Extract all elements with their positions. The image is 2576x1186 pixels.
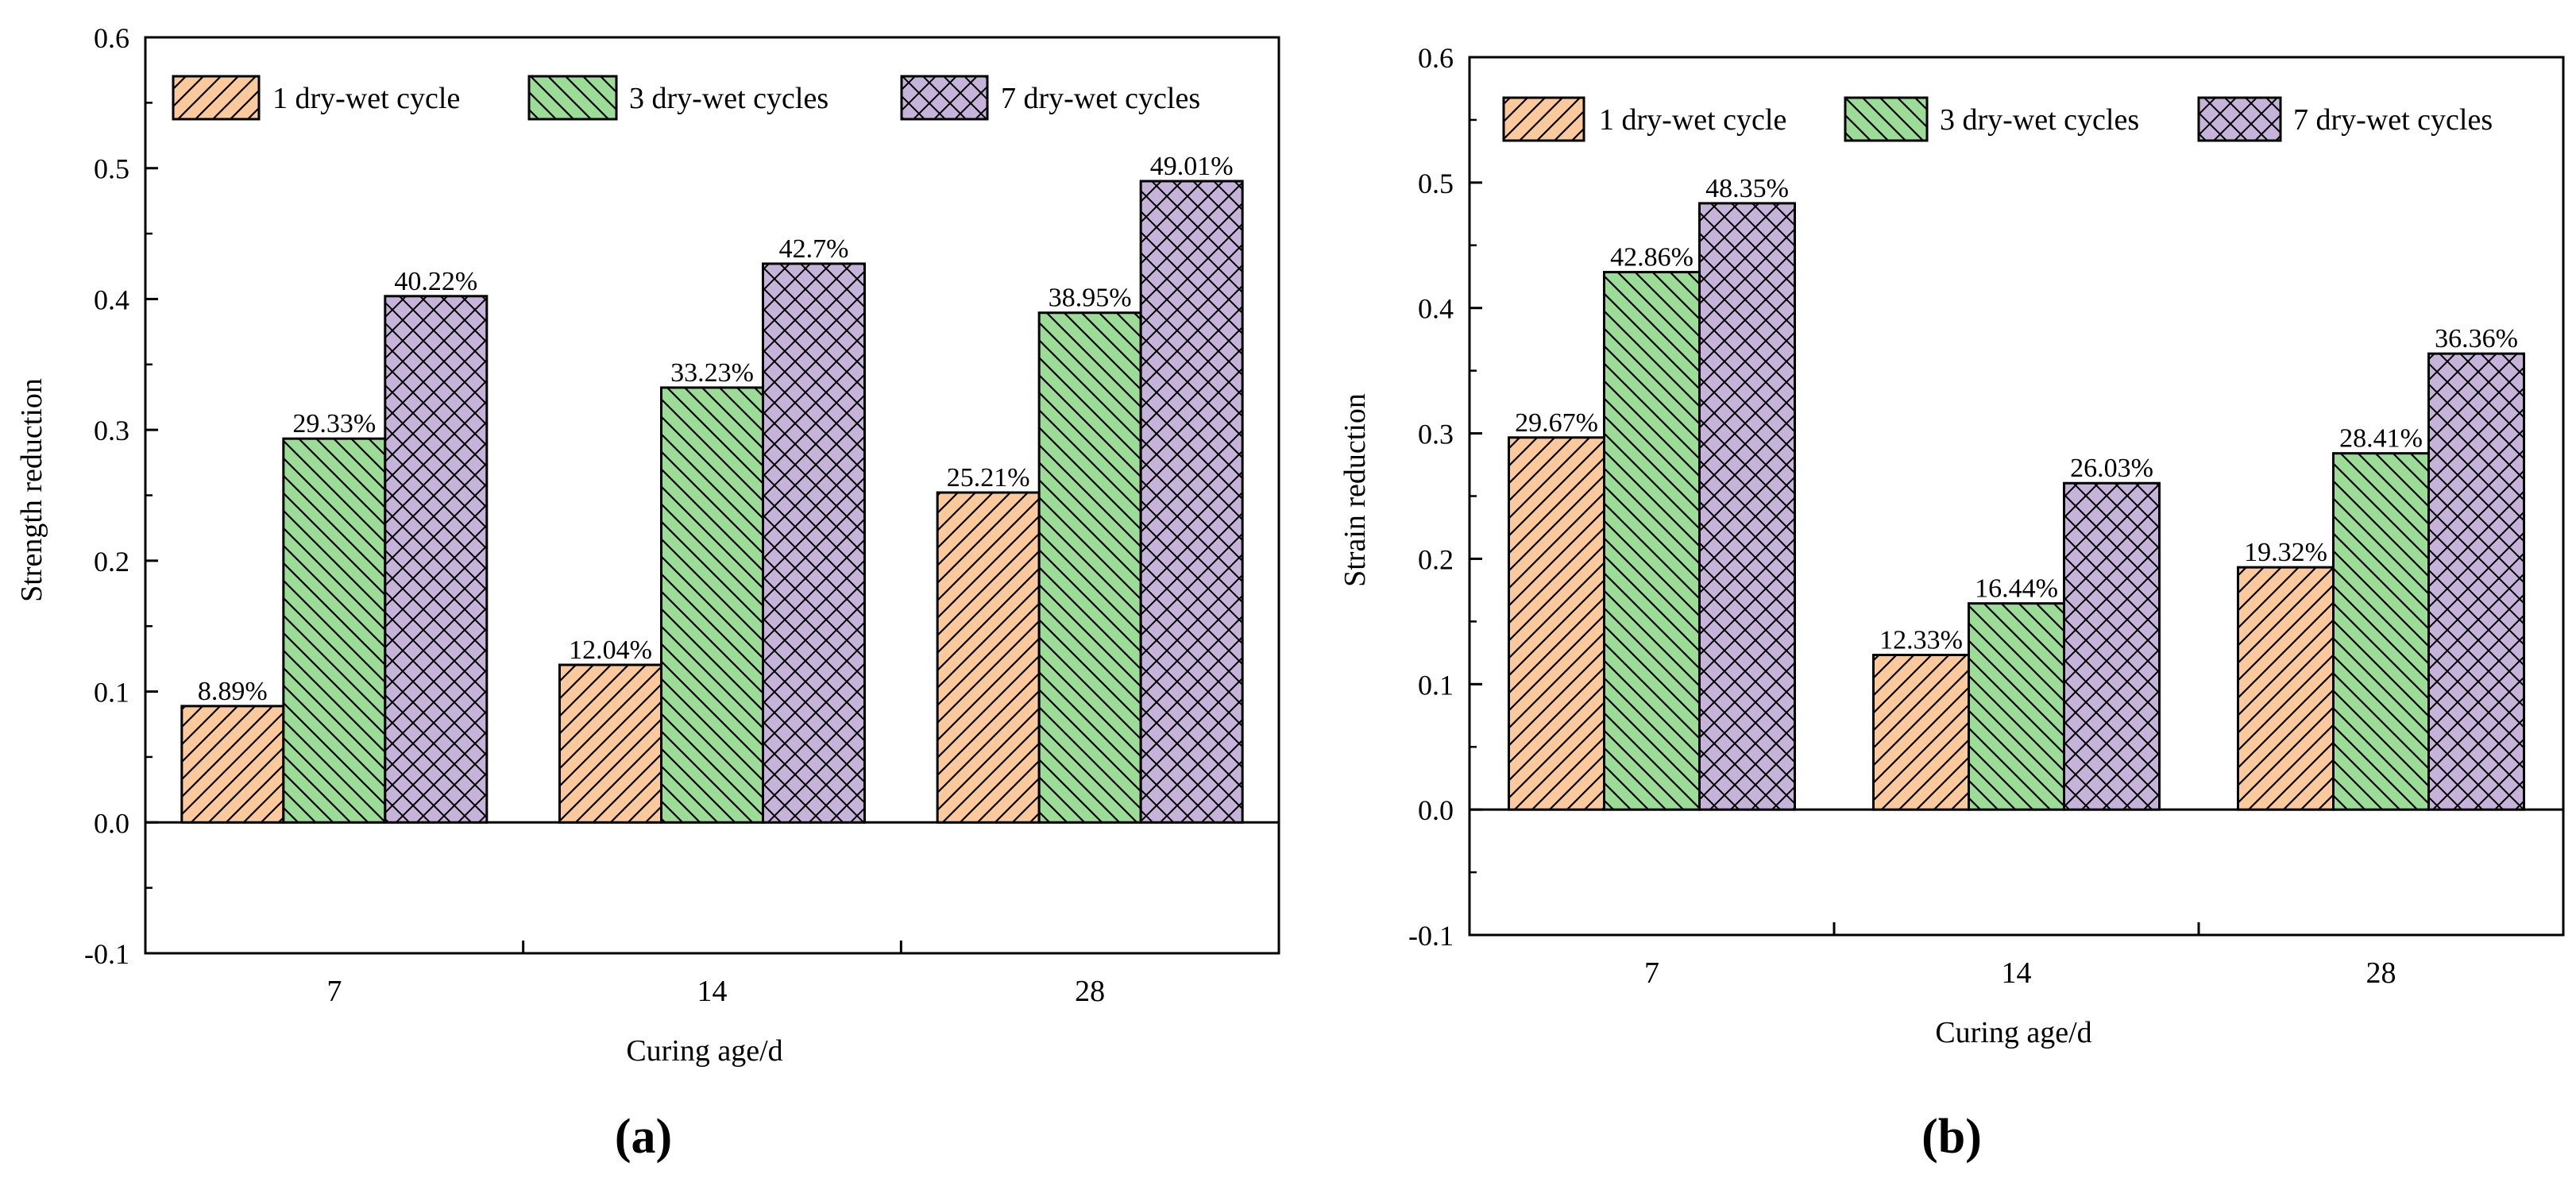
bar-value-label: 40.22% [394, 267, 477, 296]
x-tick-label: 7 [1644, 956, 1659, 990]
bar [1508, 436, 1605, 811]
bar [1037, 311, 1142, 824]
bar-value-label: 38.95% [1049, 284, 1132, 313]
x-tick-label: 7 [326, 975, 342, 1008]
panel-a-ylabel: Strength reduction [15, 378, 48, 602]
bar-value-label: 29.67% [1515, 408, 1598, 438]
legend-swatch [527, 75, 618, 121]
bar-value-label: 8.89% [198, 677, 268, 706]
y-tick-label: 0.1 [1418, 669, 1454, 701]
y-tick-label: 0.6 [1418, 42, 1454, 74]
panel-b-label: (b) [1921, 1110, 1982, 1164]
bar-value-label: 42.86% [1610, 243, 1694, 272]
y-tick-label: 0.5 [94, 153, 129, 185]
legend-label: 1 dry-wet cycle [1599, 103, 1786, 137]
y-tick-label: 0.4 [94, 284, 129, 315]
legend-label: 3 dry-wet cycles [1940, 103, 2139, 137]
bar-value-label: 25.21% [947, 463, 1030, 493]
x-tick-label: 28 [2366, 956, 2396, 990]
bar [1698, 202, 1796, 811]
y-tick-label: 0.0 [1418, 794, 1454, 826]
bar-value-label: 19.32% [2244, 538, 2327, 567]
legend-label: 1 dry-wet cycle [272, 82, 460, 115]
bar [282, 437, 387, 824]
y-tick-label: 0.2 [94, 546, 129, 578]
y-tick-label: 0.2 [1418, 543, 1454, 575]
bar [2063, 481, 2161, 811]
bar [1139, 180, 1244, 824]
panel-b-xlabel: Curing age/d [1935, 1016, 2091, 1049]
bar-value-label: 42.7% [779, 234, 849, 264]
y-tick-label: 0.5 [1418, 168, 1454, 199]
bar-value-label: 49.01% [1150, 152, 1234, 181]
bar [762, 262, 866, 824]
panel-a-label: (a) [615, 1110, 672, 1164]
y-tick-label: 0.6 [94, 22, 129, 54]
bar-value-label: 36.36% [2435, 324, 2518, 353]
y-tick-label: 0.4 [1418, 293, 1454, 325]
legend-swatch [2197, 96, 2282, 142]
y-tick-label: 0.0 [94, 807, 129, 839]
x-tick-label: 14 [697, 975, 728, 1008]
panel-b: Strain reduction Curing age/d (b) -0.1 0.… [1338, 42, 2565, 1164]
bar [180, 705, 285, 824]
y-tick-label: 0.1 [94, 677, 129, 709]
panel-a-plot: -0.1 0.0 0.1 0.2 0.3 0.4 0.5 0.6 7 14 28 8.89% 12.04… [84, 22, 1280, 1008]
bar [1872, 654, 1970, 811]
bar [1603, 271, 1701, 811]
y-tick-label: 0.3 [94, 415, 129, 446]
x-tick-label: 28 [1075, 975, 1105, 1008]
bar [660, 386, 764, 824]
bar [2427, 352, 2525, 811]
panel-b-plot: -0.1 0.0 0.1 0.2 0.3 0.4 0.5 0.6 7 14 28 29.67% 12.3… [1408, 42, 2565, 990]
bar-value-label: 26.03% [2070, 454, 2153, 483]
legend-label: 7 dry-wet cycles [2293, 103, 2493, 137]
bar [384, 295, 489, 824]
bar [558, 663, 662, 824]
bar-value-label: 12.04% [569, 635, 652, 665]
legend-label: 3 dry-wet cycles [629, 82, 828, 115]
y-tick-label: -0.1 [84, 938, 129, 970]
bar-value-label: 12.33% [1879, 626, 1963, 655]
y-tick-label: -0.1 [1408, 920, 1454, 952]
bar [2332, 452, 2430, 811]
panel-a: Strength reduction Curing age/d (a) -0.1… [15, 22, 1280, 1164]
x-tick-label: 14 [2002, 956, 2032, 990]
panel-a-xlabel: Curing age/d [626, 1034, 782, 1068]
panel-b-ylabel: Strain reduction [1338, 393, 1372, 587]
bar [1968, 602, 2065, 811]
legend-label: 7 dry-wet cycles [1001, 82, 1200, 115]
legend-swatch [900, 75, 989, 121]
y-tick-label: 0.3 [1418, 419, 1454, 450]
bar [936, 491, 1041, 824]
legend-swatch [172, 75, 261, 121]
bar-value-label: 28.41% [2339, 424, 2423, 454]
bar-value-label: 29.33% [292, 409, 376, 438]
legend-swatch [1502, 96, 1585, 142]
bar-value-label: 48.35% [1705, 174, 1789, 203]
bar [2237, 566, 2335, 811]
legend-swatch [1844, 96, 1929, 142]
bar-value-label: 16.44% [1975, 574, 2058, 604]
bar-value-label: 33.23% [670, 358, 754, 388]
